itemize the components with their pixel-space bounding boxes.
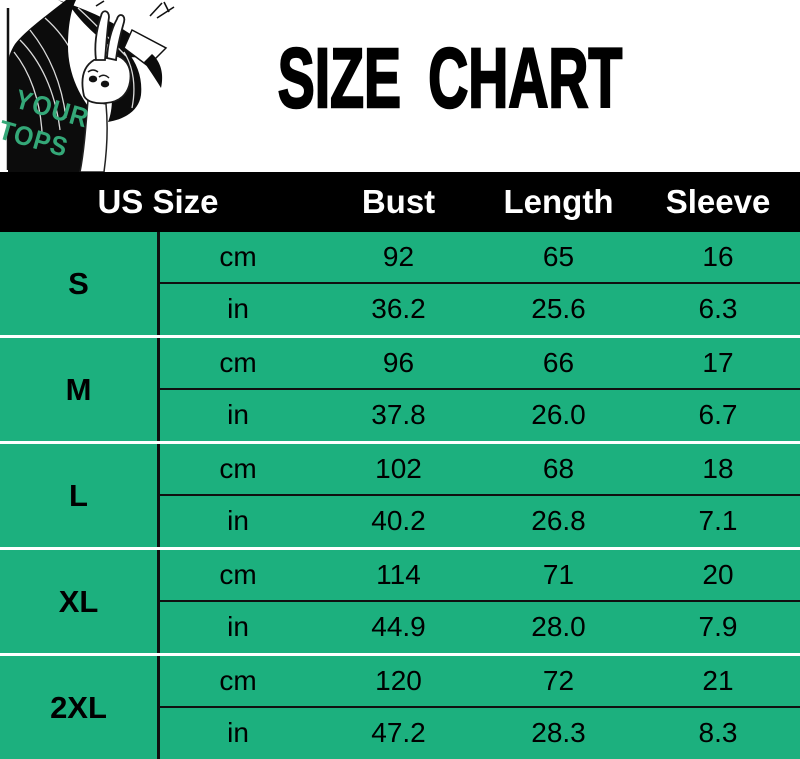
girl-peace-sign-drawing: YOUR TOPS <box>0 0 175 172</box>
col-header-length: Length <box>503 183 614 220</box>
fingernail <box>88 75 98 83</box>
cell-bust-cm: 92 <box>316 232 481 284</box>
unit-label-cm: cm <box>160 444 316 496</box>
fingernail <box>100 80 110 88</box>
cell-length-in: 26.0 <box>531 399 586 431</box>
cell-bust-cm: 114 <box>316 550 481 602</box>
cell-sleeve-in: 7.1 <box>698 505 738 537</box>
cell-sleeve-cm: 18 <box>636 444 800 496</box>
unit-label-cm: cm <box>160 656 316 708</box>
unit-label-in: in <box>227 717 249 749</box>
hero-strip: YOUR TOPS SIZE CHART <box>0 0 800 172</box>
unit-label-in: in <box>227 505 249 537</box>
col-header-sleeve: Sleeve <box>665 183 771 220</box>
cell-sleeve-in: 6.3 <box>698 293 738 325</box>
cell-sleeve-cm: 16 <box>636 232 800 284</box>
unit-label-cm: cm <box>160 232 316 284</box>
cell-bust-cm: 120 <box>316 656 481 708</box>
size-row-s: S cm 92 65 16 in 36.2 25.6 6.3 <box>0 232 800 335</box>
cell-bust-in: 37.8 <box>371 399 426 431</box>
cell-length-cm: 72 <box>481 656 636 708</box>
page-title: SIZE CHART <box>230 34 670 122</box>
cell-bust-cm: 96 <box>316 338 481 390</box>
size-row-l: L cm 102 68 18 in 40.2 26.8 7.1 <box>0 444 800 547</box>
unit-label-cm: cm <box>160 550 316 602</box>
size-label: M <box>0 338 160 441</box>
size-label: 2XL <box>0 656 160 759</box>
cell-sleeve-cm: 20 <box>636 550 800 602</box>
cell-sleeve-cm: 21 <box>636 656 800 708</box>
table-header-row: US Size Bust Length Sleeve <box>0 172 800 232</box>
cell-length-in: 28.3 <box>531 717 586 749</box>
cell-length-in: 25.6 <box>531 293 586 325</box>
cell-bust-in: 44.9 <box>371 611 426 643</box>
cell-length-in: 26.8 <box>531 505 586 537</box>
size-label: XL <box>0 550 160 653</box>
col-header-us-size: US Size <box>97 183 219 220</box>
col-header-bust: Bust <box>361 183 436 220</box>
cell-length-cm: 66 <box>481 338 636 390</box>
unit-label-cm: cm <box>160 338 316 390</box>
size-label: L <box>0 444 160 547</box>
size-row-m: M cm 96 66 17 in 37.8 26.0 6.7 <box>0 338 800 441</box>
cell-length-cm: 68 <box>481 444 636 496</box>
brand-illustration: YOUR TOPS <box>0 0 230 172</box>
size-label: S <box>0 232 160 335</box>
cell-bust-cm: 102 <box>316 444 481 496</box>
size-row-xl: XL cm 114 71 20 in 44.9 28.0 7.9 <box>0 550 800 653</box>
cell-bust-in: 47.2 <box>371 717 426 749</box>
cell-length-cm: 65 <box>481 232 636 284</box>
cell-bust-in: 36.2 <box>371 293 426 325</box>
size-table-body: S cm 92 65 16 in 36.2 25.6 6.3 M cm 96 6… <box>0 232 800 759</box>
unit-label-in: in <box>227 399 249 431</box>
cell-bust-in: 40.2 <box>371 505 426 537</box>
size-row-2xl: 2XL cm 120 72 21 in 47.2 28.3 8.3 <box>0 656 800 759</box>
cell-sleeve-in: 6.7 <box>698 399 738 431</box>
cell-sleeve-in: 7.9 <box>698 611 738 643</box>
unit-label-in: in <box>227 293 249 325</box>
cell-length-in: 28.0 <box>531 611 586 643</box>
cell-sleeve-cm: 17 <box>636 338 800 390</box>
cell-sleeve-in: 8.3 <box>698 717 738 749</box>
cell-length-cm: 71 <box>481 550 636 602</box>
page-title-text: SIZE CHART <box>277 31 623 125</box>
unit-label-in: in <box>227 611 249 643</box>
